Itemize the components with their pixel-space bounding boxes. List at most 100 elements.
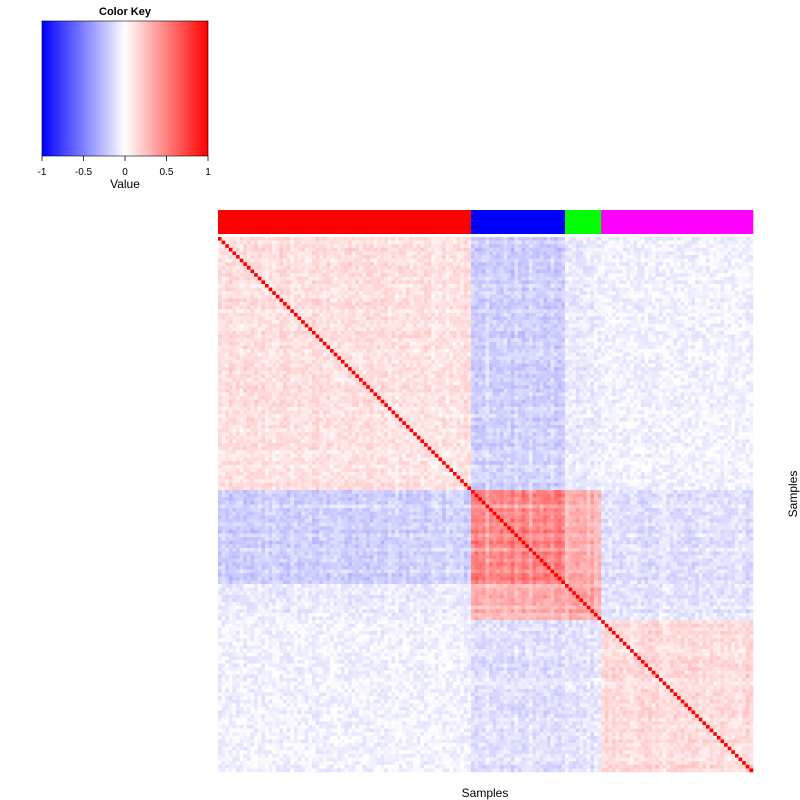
heatmap-cell [257, 291, 262, 296]
heatmap-cell [239, 341, 244, 346]
heatmap-cell [456, 273, 461, 278]
heatmap-cell [734, 287, 739, 292]
heatmap-cell [669, 294, 674, 299]
heatmap-cell [311, 244, 316, 249]
heatmap-cell [355, 291, 360, 296]
heatmap-cell [250, 262, 255, 267]
heatmap-cell [272, 283, 277, 288]
heatmap-cell [626, 240, 631, 245]
heatmap-cell [738, 309, 743, 314]
heatmap-cell [402, 298, 407, 303]
heatmap-cell [250, 338, 255, 343]
heatmap-cell [290, 287, 295, 292]
heatmap-cell [290, 338, 295, 343]
heatmap-cell [666, 265, 671, 270]
heatmap-cell [279, 298, 284, 303]
heatmap-cell [543, 265, 548, 270]
heatmap-cell [304, 352, 309, 357]
heatmap-cell [655, 320, 660, 324]
heatmap-cell [731, 327, 736, 332]
heatmap-cell [398, 312, 403, 317]
heatmap-cell [243, 287, 248, 292]
heatmap-cell [644, 237, 649, 241]
heatmap-cell [662, 298, 667, 303]
heatmap-cell [485, 330, 490, 335]
heatmap-cell [749, 305, 754, 310]
heatmap-cell [539, 338, 544, 343]
heatmap-cell [546, 237, 551, 241]
heatmap-cell [593, 273, 598, 278]
heatmap-cell [539, 276, 544, 281]
heatmap-cell [460, 312, 465, 317]
heatmap-cell [745, 237, 750, 241]
heatmap-cell [651, 258, 656, 263]
heatmap-cell [311, 265, 316, 270]
heatmap-cell [236, 291, 240, 296]
heatmap-cell [395, 352, 399, 357]
heatmap-cell [561, 312, 566, 317]
heatmap-cell [340, 316, 345, 321]
heatmap-cell [474, 258, 479, 263]
heatmap-cell [521, 255, 526, 259]
heatmap-cell [398, 341, 403, 346]
heatmap-cell [434, 280, 439, 285]
heatmap-cell [691, 240, 696, 245]
heatmap-cell [626, 262, 631, 267]
heatmap-cell [301, 255, 305, 259]
heatmap-cell [409, 237, 414, 241]
heatmap-cell [586, 291, 591, 296]
heatmap-cell [279, 330, 284, 335]
heatmap-cell [395, 265, 399, 270]
heatmap-cell [507, 312, 512, 317]
heatmap-cell [380, 251, 385, 256]
heatmap-cell [525, 327, 530, 332]
heatmap-cell [691, 323, 696, 328]
heatmap-cell [745, 283, 750, 288]
heatmap-cell [297, 291, 302, 296]
heatmap-cell [532, 316, 537, 321]
heatmap-cell [402, 273, 407, 278]
heatmap-cell [666, 280, 671, 285]
heatmap-cell [290, 255, 295, 259]
heatmap-cell [619, 294, 624, 299]
heatmap-cell [438, 265, 443, 270]
heatmap-cell [677, 247, 681, 252]
heatmap-cell [691, 247, 696, 252]
heatmap-cell [713, 258, 718, 263]
heatmap-cell [221, 255, 226, 259]
heatmap-cell [655, 345, 660, 350]
heatmap-cell [565, 280, 569, 285]
heatmap-cell [449, 327, 454, 332]
heatmap-cell [409, 298, 414, 303]
heatmap-cell [485, 269, 490, 274]
heatmap-cell [369, 291, 374, 296]
heatmap-cell [612, 323, 616, 328]
heatmap-cell [456, 247, 461, 252]
heatmap-cell [308, 298, 313, 303]
heatmap-cell [355, 334, 360, 339]
heatmap-cell [669, 330, 674, 335]
heatmap-cell [246, 298, 251, 303]
heatmap-cell [257, 276, 262, 281]
heatmap-cell [460, 291, 465, 296]
heatmap-cell [279, 316, 284, 321]
heatmap-cell [413, 327, 418, 332]
heatmap-cell [532, 273, 537, 278]
heatmap-cell [615, 247, 620, 252]
heatmap-cell [362, 349, 367, 353]
heatmap-cell [579, 345, 584, 350]
heatmap-cell [709, 323, 714, 328]
heatmap-cell [301, 345, 305, 350]
heatmap-cell [279, 265, 284, 270]
heatmap-cell [521, 265, 526, 270]
heatmap-cell [445, 237, 450, 241]
heatmap-cell [333, 298, 338, 303]
heatmap-cell [322, 312, 327, 317]
heatmap-cell [734, 247, 739, 252]
heatmap-cell [384, 255, 389, 259]
heatmap-cell [637, 262, 642, 267]
heatmap-cell [460, 280, 465, 285]
heatmap-cell [355, 298, 360, 303]
heatmap-cell [575, 302, 580, 306]
heatmap-cell [250, 280, 255, 285]
